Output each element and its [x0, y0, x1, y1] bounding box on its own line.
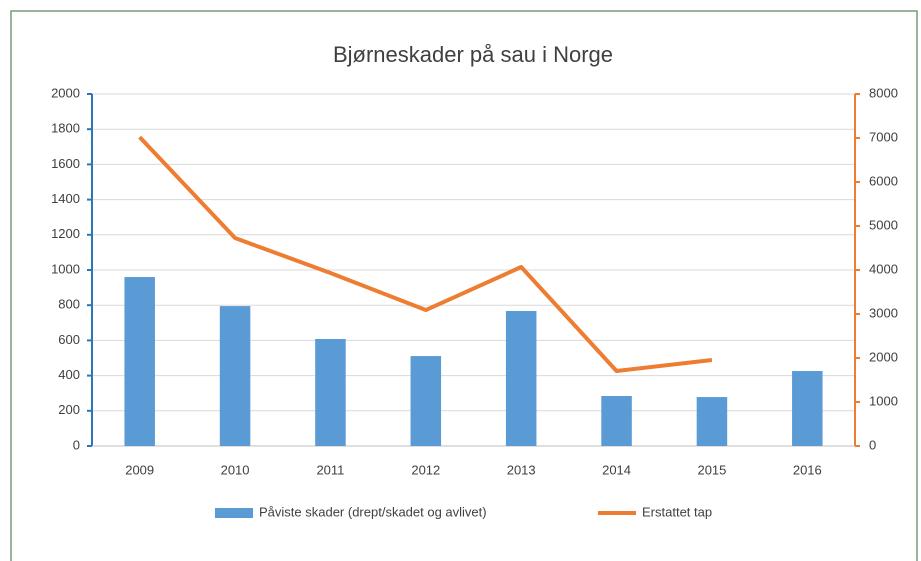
x-tick-label: 2016 [793, 462, 822, 477]
y-tick-label: 200 [58, 402, 80, 417]
y2-tick-label: 5000 [869, 217, 898, 232]
bar [601, 396, 632, 446]
bar [410, 356, 442, 446]
x-tick-label: 2013 [507, 462, 536, 477]
legend-label: Erstattet tap [642, 504, 712, 519]
y-tick-label: 1800 [51, 121, 80, 136]
y2-tick-label: 1000 [869, 393, 898, 408]
bar [124, 277, 155, 446]
bar [696, 397, 728, 446]
legend-label: Påviste skader (drept/skadet og avlivet) [259, 504, 487, 519]
x-tick-label: 2015 [697, 462, 726, 477]
y-tick-label: 600 [58, 332, 80, 347]
bar [315, 338, 346, 446]
y2-tick-label: 7000 [869, 129, 898, 144]
bar [792, 371, 823, 446]
y-tick-label: 2000 [51, 85, 80, 100]
y-tick-label: 1200 [51, 226, 80, 241]
x-tick-label: 2014 [602, 462, 631, 477]
bar [219, 306, 251, 446]
y-tick-label: 0 [73, 437, 80, 452]
bar [505, 311, 537, 446]
y2-tick-label: 8000 [869, 85, 898, 100]
chart-title: Bjørneskader på sau i Norge [333, 42, 613, 67]
x-tick-label: 2009 [125, 462, 154, 477]
chart-frame [10, 10, 918, 561]
y2-tick-label: 2000 [869, 349, 898, 364]
x-tick-label: 2010 [221, 462, 250, 477]
y-tick-label: 800 [58, 297, 80, 312]
y-tick-label: 1600 [51, 156, 80, 171]
y-tick-label: 400 [58, 367, 80, 382]
y2-tick-label: 4000 [869, 261, 898, 276]
y2-tick-label: 3000 [869, 305, 898, 320]
line [138, 135, 713, 373]
y2-tick-label: 0 [869, 437, 876, 452]
x-tick-label: 2012 [411, 462, 440, 477]
x-tick-label: 2011 [316, 462, 344, 477]
legend-swatch [215, 508, 253, 518]
y-tick-label: 1400 [51, 191, 80, 206]
y2-tick-label: 6000 [869, 173, 898, 188]
y-tick-label: 1000 [51, 261, 80, 276]
